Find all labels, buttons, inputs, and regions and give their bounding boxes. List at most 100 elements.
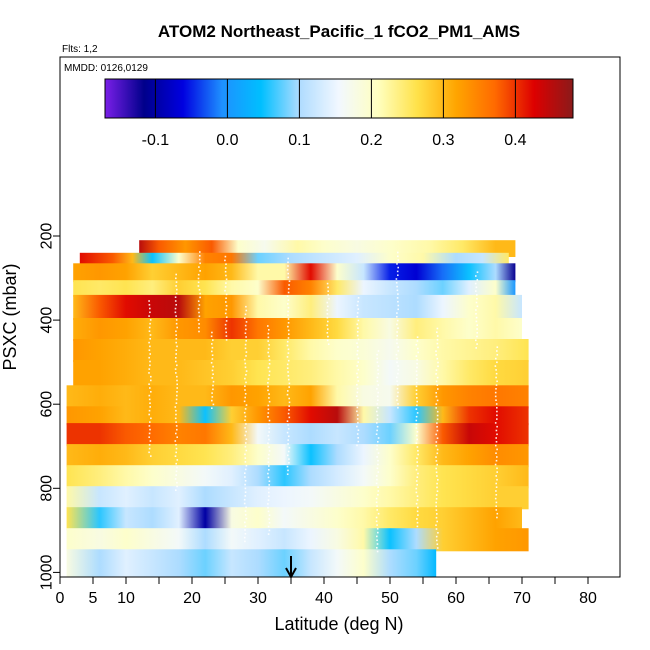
flight-marker-dot (495, 441, 498, 443)
flight-marker-dot (211, 346, 214, 349)
flight-marker-dot (174, 307, 177, 310)
flight-marker-dot (415, 502, 418, 505)
flight-marker-dot (494, 395, 497, 398)
flight-marker-dot (357, 429, 360, 431)
flight-marker-dot (287, 322, 290, 324)
plot-frame (59, 56, 621, 578)
flight-marker-dot (436, 399, 439, 402)
flight-marker-dot (176, 428, 178, 431)
flight-marker-dot (268, 355, 270, 358)
flight-marker-dot (357, 357, 360, 360)
flight-marker-dot (417, 506, 419, 509)
flight-marker-dot (225, 305, 228, 307)
flight-marker-dot (495, 357, 497, 360)
flight-marker-dot (496, 350, 498, 352)
flight-marker-dot (225, 297, 227, 299)
flight-marker-dot (416, 457, 418, 460)
flight-marker-dot (495, 403, 498, 405)
flight-marker-dot (396, 361, 398, 364)
flight-marker-dot (376, 410, 378, 413)
flight-marker-dot (496, 410, 498, 413)
flight-marker-dot (245, 449, 248, 452)
flight-marker-dot (376, 357, 378, 360)
flight-marker-dot (327, 320, 329, 323)
flight-marker-dot (357, 338, 360, 341)
flight-marker-dot (356, 433, 359, 435)
flight-marker-dot (376, 475, 378, 477)
flight-marker-dot (148, 394, 151, 397)
flight-marker-dot (495, 475, 497, 477)
flight-marker-dot (495, 501, 498, 504)
flight-marker-dot (175, 330, 177, 333)
flight-marker-dot (376, 429, 378, 432)
flight-marker-dot (397, 369, 400, 371)
flight-marker-dot (436, 463, 438, 466)
flight-marker-dot (244, 495, 247, 497)
flight-marker-dot (397, 293, 399, 295)
flight-marker-dot (396, 338, 398, 341)
flight-marker-dot (475, 320, 478, 323)
flight-marker-dot (415, 378, 418, 380)
flight-marker-dot (288, 280, 291, 282)
flight-marker-dot (436, 547, 439, 549)
flight-marker-dot (397, 327, 399, 329)
flight-marker-dot (376, 478, 378, 481)
flight-marker-dot (475, 290, 477, 292)
flight-marker-dot (496, 433, 498, 436)
x-tick-label: 5 (89, 590, 98, 607)
flight-marker-dot (148, 398, 151, 401)
flight-marker-dot (176, 485, 178, 488)
flight-marker-dot (416, 518, 418, 520)
flight-marker-dot (287, 306, 290, 309)
flight-marker-dot (377, 459, 379, 462)
flight-marker-dot (267, 506, 269, 509)
flight-marker-dot (287, 348, 290, 351)
flight-marker-dot (495, 459, 498, 462)
flight-marker-dot (396, 380, 398, 382)
flight-marker-dot (268, 400, 271, 403)
flight-marker-dot (176, 387, 178, 389)
flight-marker-dot (287, 424, 289, 426)
flight-marker-dot (288, 378, 290, 381)
flight-marker-dot (356, 372, 358, 375)
flight-marker-dot (199, 292, 201, 295)
flight-marker-dot (415, 381, 418, 384)
flight-marker-dot (174, 440, 177, 442)
y-tick-label: 600 (39, 391, 56, 418)
flight-marker-dot (176, 288, 178, 291)
flight-marker-dot (244, 317, 246, 319)
flight-marker-dot (397, 391, 399, 394)
flight-marker-dot (175, 432, 177, 435)
flight-marker-dot (495, 490, 497, 492)
flight-marker-dot (225, 274, 227, 277)
flight-marker-dot (397, 403, 399, 405)
flight-marker-dot (148, 432, 151, 435)
flight-marker-dot (149, 345, 151, 348)
flight-marker-dot (395, 282, 398, 284)
flight-marker-dot (267, 533, 270, 535)
flight-marker-dot (244, 396, 246, 399)
flight-marker-dot (435, 471, 438, 474)
flight-marker-dot (357, 308, 360, 310)
flight-marker-dot (416, 400, 418, 403)
flight-marker-dot (197, 307, 200, 310)
flight-marker-dot (211, 407, 213, 409)
flight-marker-dot (356, 418, 359, 420)
flight-marker-dot (287, 390, 289, 392)
flight-marker-dot (198, 266, 200, 268)
flight-marker-dot (244, 461, 247, 463)
flight-marker-dot (377, 494, 379, 496)
flight-marker-dot (244, 434, 246, 437)
flight-marker-dot (356, 376, 359, 379)
flight-marker-dot (175, 357, 177, 359)
flight-marker-dot (496, 448, 498, 451)
flight-marker-dot (287, 261, 289, 264)
flight-marker-dot (176, 394, 178, 397)
heatmap (66, 240, 529, 577)
flight-marker-dot (415, 423, 418, 426)
flight-marker-dot (415, 491, 418, 494)
flight-marker-dot (494, 463, 497, 466)
flight-marker-dot (396, 357, 398, 360)
flight-marker-dot (244, 533, 247, 535)
flight-marker-dot (436, 342, 439, 345)
